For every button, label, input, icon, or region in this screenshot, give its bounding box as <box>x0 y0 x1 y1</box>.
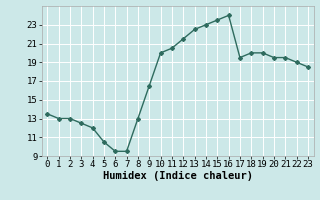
X-axis label: Humidex (Indice chaleur): Humidex (Indice chaleur) <box>103 171 252 181</box>
